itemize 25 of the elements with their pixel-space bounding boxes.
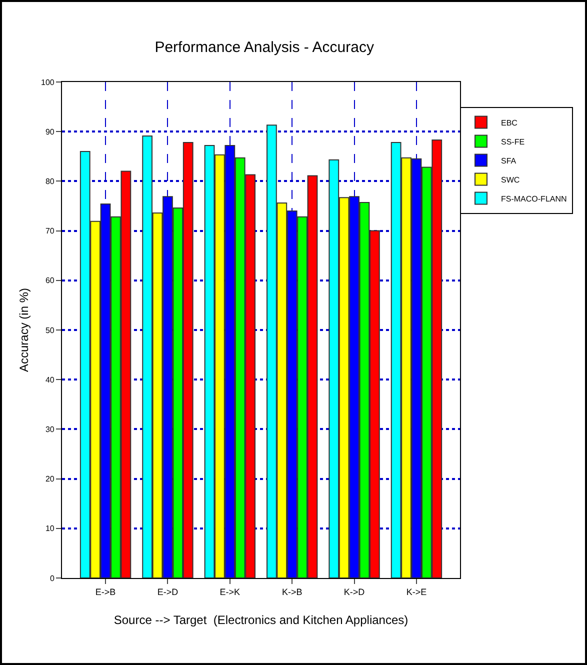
y-tick-label: 60 (45, 276, 55, 286)
x-tick-label: E->D (157, 586, 179, 597)
legend-label: EBC (501, 118, 518, 128)
y-tick-label: 40 (45, 375, 55, 384)
y-tick-label: 30 (45, 425, 55, 434)
x-tick-label: K->B (282, 586, 302, 597)
y-tick-label: 90 (45, 127, 55, 136)
y-tick-label: 50 (45, 326, 55, 335)
x-tick-label: K->D (344, 586, 366, 597)
x-tick-label: E->K (220, 586, 240, 597)
y-tick-label: 100 (41, 78, 55, 87)
x-tick-label: K->E (406, 586, 427, 597)
y-tick-label: 10 (45, 524, 55, 534)
y-tick-label: 70 (45, 226, 55, 236)
legend-label: SWC (501, 175, 520, 184)
legend-label: SS-FE (501, 137, 525, 146)
legend-label: SFA (501, 156, 517, 166)
legend-label: FS-MACO-FLANN (501, 194, 567, 204)
y-tick-label: 80 (45, 177, 55, 186)
y-tick-label: 20 (45, 474, 55, 484)
x-tick-label: E->B (95, 586, 116, 597)
chart-title: Performance Analysis - Accuracy (154, 39, 374, 56)
y-axis-title: Accuracy (in %) (17, 288, 31, 372)
x-axis-title: Source --> Target (Electronics and Kitchen Appliances) (114, 613, 408, 627)
y-tick-label: 0 (50, 574, 55, 583)
